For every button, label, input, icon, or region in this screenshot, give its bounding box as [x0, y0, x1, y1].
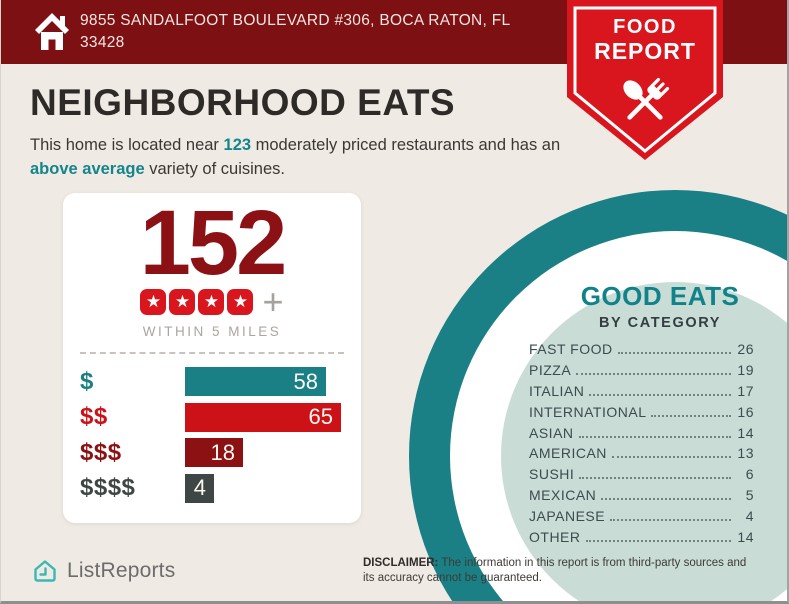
badge-ribbon-shape — [567, 0, 723, 160]
price-bar: 4 — [185, 473, 214, 503]
price-bar-row: $$$$ 4 — [80, 473, 351, 503]
variety-rating: above average — [30, 159, 145, 178]
category-label: ASIAN — [529, 424, 574, 441]
price-bar: 18 — [185, 438, 243, 467]
category-label: PIZZA — [529, 361, 572, 378]
star-icon: ★ — [140, 289, 167, 315]
category-row: ASIAN 14 — [529, 423, 754, 444]
category-row: PIZZA 19 — [529, 360, 754, 381]
intro-text-pre: This home is located near — [30, 136, 224, 154]
dotted-leader — [601, 498, 731, 501]
dotted-leader — [610, 519, 731, 522]
intro-text: This home is located near 123 moderately… — [30, 134, 575, 182]
listreports-wordmark: ListReports — [67, 559, 176, 582]
category-label: FAST FOOD — [529, 341, 613, 357]
dotted-leader — [617, 352, 731, 354]
category-value: 4 — [745, 508, 754, 525]
price-bar: 65 — [185, 402, 341, 432]
intro-text-mid: moderately priced restaurants and has an — [251, 136, 561, 154]
category-row: AMERICAN 13 — [529, 443, 754, 464]
price-bar-row: $58 — [80, 367, 351, 396]
restaurant-count: 123 — [223, 136, 252, 154]
dotted-leader — [578, 435, 731, 438]
stats-card: 152 ★ ★ ★ ★ + WITHIN 5 MILES $58 $$ 65 $$$ 18 $$$… — [63, 193, 361, 523]
price-tier-label: $$$ — [80, 438, 122, 466]
category-value: 14 — [737, 529, 754, 546]
category-row: FAST FOOD 26 — [529, 339, 754, 360]
category-row: OTHER 14 — [529, 527, 754, 548]
price-tier-label: $ — [80, 367, 94, 395]
dotted-leader — [589, 393, 731, 396]
dotted-leader — [611, 456, 731, 459]
category-label: INTERNATIONAL — [529, 403, 647, 420]
circle-inner-fill — [501, 282, 789, 604]
category-row: MEXICAN 5 — [529, 485, 754, 506]
category-row: JAPANESE 4 — [529, 506, 754, 527]
property-address: 9855 SANDALFOOT BOULEVARD #306, BOCA RAT… — [80, 12, 510, 51]
category-value: 14 — [737, 424, 754, 441]
plus-icon: + — [262, 281, 284, 322]
spoon-fork-icon — [623, 77, 670, 120]
category-label: SUSHI — [529, 466, 575, 483]
listreports-logo-icon — [34, 560, 56, 582]
dotted-leader — [576, 372, 731, 375]
good-eats-title: GOOD EATS — [580, 281, 740, 311]
total-restaurants: 152 — [139, 192, 288, 294]
price-bar-row: $$ 65 — [80, 402, 351, 432]
star-icon: ★ — [227, 289, 254, 315]
disclaimer-text: The information in this report is from t… — [363, 557, 747, 584]
category-label: OTHER — [529, 529, 581, 546]
food-report-badge: FOOD REPORT — [567, 0, 723, 162]
badge-title-report: REPORT — [594, 38, 696, 64]
star-icon: ★ — [198, 289, 225, 315]
price-bar-row: $$$ 18 — [80, 438, 351, 467]
category-value: 13 — [737, 445, 754, 462]
category-value: 19 — [737, 361, 754, 378]
intro-text-post: variety of cuisines. — [144, 159, 285, 178]
category-value: 17 — [737, 382, 754, 399]
good-eats-circle — [409, 190, 789, 604]
home-icon — [35, 13, 69, 50]
price-tier-label: $$$$ — [80, 474, 136, 501]
category-list: FAST FOOD 26 PIZZA 19 ITALIAN 17 INTERNATIONAL… — [529, 339, 754, 548]
dashed-divider — [80, 352, 344, 354]
listreports-brand: ListReports — [31, 557, 175, 585]
badge-title-food: FOOD — [613, 16, 677, 38]
category-row: SUSHI 6 — [529, 464, 754, 485]
category-row: INTERNATIONAL 16 — [529, 402, 754, 423]
good-eats-subtitle: BY CATEGORY — [598, 315, 722, 331]
disclaimer-label: DISCLAIMER: — [363, 557, 439, 569]
dotted-leader — [651, 414, 731, 417]
category-row: ITALIAN 17 — [529, 381, 754, 402]
within-miles-label: WITHIN 5 MILES — [142, 324, 282, 339]
disclaimer: DISCLAIMER: The information in this repo… — [363, 556, 753, 586]
star-rating: ★ ★ ★ ★ + — [63, 281, 361, 322]
category-value: 26 — [737, 341, 754, 357]
category-label: MEXICAN — [529, 487, 597, 504]
dotted-leader — [579, 477, 731, 480]
category-value: 5 — [745, 487, 754, 504]
dotted-leader — [585, 540, 731, 543]
price-tier-label: $$ — [80, 403, 108, 430]
category-label: ITALIAN — [529, 382, 585, 399]
good-eats-heading: GOOD EATS BY CATEGORY — [505, 281, 789, 331]
page-title: NEIGHBORHOOD EATS — [30, 82, 456, 123]
category-value: 6 — [745, 466, 754, 483]
category-label: JAPANESE — [529, 508, 606, 525]
category-value: 16 — [737, 403, 754, 420]
price-bar: 58 — [185, 367, 326, 396]
price-bars-chart: $58 $$ 65 $$$ 18 $$$$ 4 — [80, 367, 351, 509]
category-label: AMERICAN — [529, 445, 607, 462]
star-icon: ★ — [169, 289, 196, 315]
